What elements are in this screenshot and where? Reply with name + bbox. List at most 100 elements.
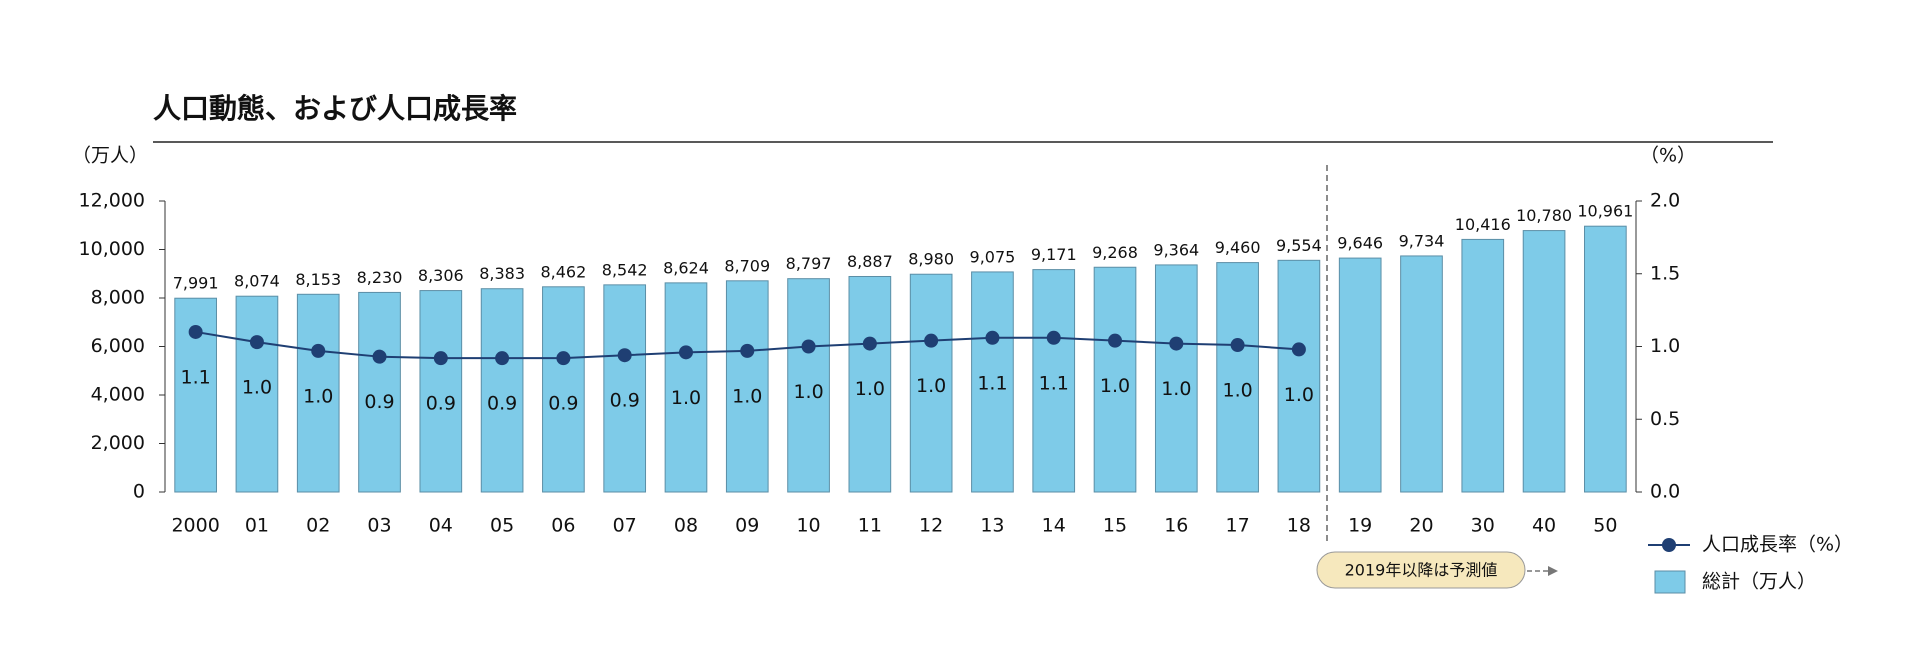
- bar: [1461, 238, 1505, 493]
- chart-title: 人口動態、および人口成長率: [153, 92, 517, 125]
- bar-value-label: 9,171: [1031, 245, 1077, 264]
- line-marker: [801, 339, 816, 354]
- line-value-label: 1.0: [732, 385, 762, 407]
- line-value-label: 0.9: [364, 391, 394, 413]
- x-tick-label: 04: [429, 515, 453, 537]
- line-marker: [372, 349, 387, 364]
- bar-value-label: 8,980: [908, 250, 954, 269]
- line-marker: [617, 348, 632, 363]
- line-value-label: 1.0: [855, 378, 885, 400]
- bar-value-label: 9,734: [1399, 231, 1445, 250]
- line-value-label: 1.1: [1039, 372, 1069, 394]
- line-marker: [862, 336, 877, 351]
- line-marker: [1169, 336, 1184, 351]
- y-tick-label: 2,000: [91, 432, 145, 454]
- y-tick-label: 12,000: [79, 190, 145, 212]
- x-tick-label: 08: [674, 515, 698, 537]
- bar-value-label: 10,416: [1455, 215, 1511, 234]
- x-tick-label: 05: [490, 515, 514, 537]
- bar-value-label: 8,153: [295, 270, 341, 289]
- line-value-label: 1.1: [181, 366, 211, 388]
- line-marker: [433, 351, 448, 366]
- line-value-label: 1.1: [977, 372, 1007, 394]
- x-tick-label: 18: [1287, 515, 1311, 537]
- bar-value-label: 8,074: [234, 272, 280, 291]
- bar: [296, 293, 340, 493]
- bar: [1338, 257, 1382, 493]
- annotation-box: [1316, 551, 1526, 589]
- x-tick-label: 06: [551, 515, 575, 537]
- line-marker: [1291, 342, 1306, 357]
- bar-value-label: 8,624: [663, 258, 709, 277]
- bar-value-label: 10,961: [1577, 202, 1633, 221]
- bar-value-label: 8,887: [847, 252, 893, 271]
- x-tick-label: 13: [980, 515, 1004, 537]
- x-tick-label: 09: [735, 515, 759, 537]
- bar-value-label: 8,230: [357, 268, 403, 287]
- x-tick-label: 20: [1409, 515, 1433, 537]
- bar: [787, 278, 830, 493]
- bar: [358, 291, 401, 493]
- bar-value-label: 8,383: [479, 264, 525, 283]
- x-tick-label: 16: [1164, 515, 1188, 537]
- bar-value-label: 9,268: [1092, 243, 1138, 262]
- bar: [1093, 266, 1137, 493]
- y2-tick-label: 1.5: [1650, 262, 1680, 284]
- bar: [725, 280, 769, 493]
- bar-value-label: 10,780: [1516, 206, 1572, 225]
- x-tick-label: 14: [1042, 515, 1066, 537]
- x-tick-label: 2000: [171, 515, 219, 537]
- line-value-label: 1.0: [916, 375, 946, 397]
- bar: [971, 271, 1014, 493]
- line-value-label: 1.0: [1222, 380, 1252, 402]
- annotation-arrowhead: [1548, 566, 1558, 576]
- legend-label: 総計（万人）: [1702, 571, 1816, 593]
- x-tick-label: 17: [1226, 515, 1250, 537]
- line-marker: [311, 343, 326, 358]
- line-marker: [495, 351, 510, 366]
- legend-marker: [1662, 538, 1676, 552]
- bar: [235, 295, 279, 493]
- bar: [1277, 259, 1321, 493]
- x-tick-label: 40: [1532, 515, 1556, 537]
- annotation: 2019年以降は予測値: [1345, 561, 1498, 580]
- line-marker: [678, 345, 693, 360]
- bar: [480, 288, 524, 493]
- line-marker: [924, 333, 939, 348]
- bar-value-label: 8,542: [602, 260, 648, 279]
- line-value-label: 1.0: [793, 381, 823, 403]
- bar: [848, 275, 892, 493]
- bar-value-label: 9,646: [1337, 234, 1383, 253]
- line-marker: [556, 351, 571, 366]
- line-value-label: 1.0: [242, 377, 272, 399]
- line-value-label: 1.0: [1161, 378, 1191, 400]
- bar: [664, 282, 708, 493]
- line-marker: [188, 324, 203, 339]
- x-tick-label: 12: [919, 515, 943, 537]
- bar-value-label: 8,462: [540, 262, 586, 281]
- bar-value-label: 9,364: [1153, 240, 1199, 259]
- x-tick-label: 50: [1593, 515, 1617, 537]
- line-value-label: 1.0: [303, 385, 333, 407]
- line-value-label: 1.0: [1284, 384, 1314, 406]
- x-tick-label: 11: [858, 515, 882, 537]
- bar: [1032, 269, 1076, 493]
- y2-tick-label: 1.0: [1650, 335, 1680, 357]
- y-axis-label: （万人）: [72, 145, 148, 167]
- x-tick-label: 10: [796, 515, 820, 537]
- y2-tick-label: 2.0: [1650, 190, 1680, 212]
- x-tick-label: 15: [1103, 515, 1127, 537]
- bar: [909, 273, 953, 493]
- bar: [1154, 264, 1198, 493]
- bar: [419, 290, 463, 493]
- line-marker: [1046, 330, 1061, 345]
- y2-tick-label: 0.0: [1650, 481, 1680, 503]
- legend-label: 人口成長率（%）: [1702, 534, 1853, 556]
- bar-value-label: 7,991: [173, 274, 219, 293]
- bar: [542, 286, 585, 493]
- bar: [1216, 262, 1259, 493]
- line-value-label: 1.0: [671, 387, 701, 409]
- x-tick-label: 07: [613, 515, 637, 537]
- line-marker: [1230, 338, 1245, 353]
- line-marker: [985, 330, 1000, 345]
